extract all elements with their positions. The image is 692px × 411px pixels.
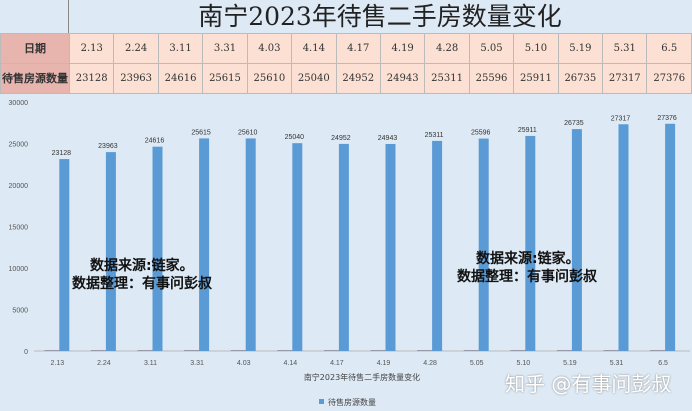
x-tick-label: 5.10 (516, 360, 530, 367)
count-cell: 25596 (468, 63, 515, 94)
bar (152, 146, 163, 351)
source-note-left: 数据来源:链家。 (90, 258, 194, 274)
data-label: 23128 (52, 150, 72, 157)
title-corner (0, 0, 69, 33)
source-note-right: 数据来源:链家。 (476, 251, 580, 267)
bar (432, 140, 443, 351)
title-row: 南宁2023年待售二手房数量变化 (0, 0, 692, 34)
bar (59, 159, 70, 351)
y-tick-label: 25000 (9, 142, 29, 149)
data-label: 23963 (98, 143, 118, 150)
author-note-left: 数据整理：有事问彭叔 (72, 276, 212, 292)
data-label: 27376 (657, 115, 677, 122)
x-tick-label: 4.17 (330, 360, 344, 367)
date-cell: 4.03 (246, 33, 293, 64)
x-tick-label: 5.19 (563, 360, 577, 367)
bar-chart: 0 5000 10000 15000 20000 25000 30000 23128 2.13 2… (9, 100, 690, 407)
y-tick-label: 10000 (9, 266, 29, 273)
y-tick-label: 20000 (9, 183, 29, 190)
count-cell: 27317 (602, 63, 648, 94)
count-cell: 25615 (202, 63, 248, 94)
date-cell: 2.24 (113, 33, 159, 64)
date-cell: 5.05 (468, 33, 515, 64)
bar (105, 152, 116, 351)
x-tick-label: 2.13 (50, 360, 64, 367)
data-table: 日期 2.13 2.24 3.11 3.31 4.03 4.14 4.17 4.19 4.28 5.… (0, 33, 692, 94)
data-label: 25040 (285, 134, 305, 141)
x-tick-label: 3.11 (144, 360, 157, 367)
date-label: 日期 (0, 33, 70, 64)
legend-swatch (319, 399, 324, 404)
date-cell: 4.17 (335, 33, 381, 64)
y-tick-label: 15000 (9, 225, 29, 232)
count-cell: 24616 (157, 63, 204, 94)
x-tick-label: 6.5 (658, 360, 668, 367)
count-row: 待售房源数量 23128 23963 24616 25615 25610 25040 2495… (0, 63, 692, 94)
data-label: 24616 (145, 138, 165, 145)
bar (385, 143, 396, 351)
data-label: 25610 (238, 129, 258, 136)
x-axis-title: 南宁2023年待售二手房数量变化 (304, 372, 420, 382)
count-cell: 26735 (557, 63, 604, 94)
date-cell: 4.19 (379, 33, 426, 64)
watermark: 知乎 @有事问彭叔 (505, 372, 672, 396)
data-label: 27317 (611, 115, 631, 122)
count-cell: 25911 (513, 63, 559, 94)
count-cell: 23963 (113, 63, 159, 94)
author-note-right: 数据整理：有事问彭叔 (457, 269, 597, 285)
date-cell: 3.11 (157, 33, 204, 64)
bar (618, 124, 629, 352)
bar (525, 135, 536, 351)
date-cell: 5.31 (602, 33, 648, 64)
date-cell: 3.31 (202, 33, 248, 64)
data-label: 25311 (425, 132, 444, 139)
count-cell: 27376 (646, 63, 692, 94)
count-cell: 25311 (424, 63, 470, 94)
date-cell: 6.5 (646, 33, 692, 64)
bar (338, 143, 349, 351)
x-tick-label: 5.05 (470, 360, 484, 367)
y-tick-label: 0 (24, 349, 28, 356)
count-cell: 25040 (291, 63, 337, 94)
x-tick-label: 4.19 (377, 360, 391, 367)
date-cell: 4.14 (291, 33, 337, 64)
date-cell: 5.19 (557, 33, 604, 64)
date-cell: 2.13 (68, 33, 115, 64)
bar (665, 123, 676, 351)
x-tick-label: 5.31 (610, 360, 624, 367)
data-label: 26735 (564, 120, 584, 127)
data-label: 24943 (378, 135, 398, 142)
data-label: 24952 (331, 135, 351, 142)
x-tick-label: 3.31 (190, 360, 204, 367)
count-cell: 23128 (68, 63, 115, 94)
bar (245, 138, 256, 351)
count-cell: 24952 (335, 63, 381, 94)
x-tick-label: 2.24 (97, 360, 111, 367)
date-cell: 5.10 (513, 33, 559, 64)
bar (199, 138, 210, 351)
legend-label: 待售房源数量 (328, 397, 376, 407)
data-label: 25615 (191, 129, 211, 136)
count-cell: 25610 (246, 63, 293, 94)
data-label: 25911 (518, 127, 537, 134)
count-cell: 24943 (379, 63, 426, 94)
y-tick-label: 30000 (9, 100, 29, 107)
x-tick-label: 4.14 (283, 360, 297, 367)
y-tick-label: 5000 (12, 308, 28, 315)
count-label: 待售房源数量 (0, 63, 70, 94)
data-label: 25596 (471, 130, 491, 137)
date-cell: 4.28 (424, 33, 470, 64)
bar (571, 129, 582, 351)
x-tick-label: 4.03 (237, 360, 251, 367)
x-tick-label: 4.28 (423, 360, 437, 367)
bar (292, 143, 303, 351)
bar (478, 138, 489, 351)
page-title: 南宁2023年待售二手房数量变化 (198, 2, 562, 31)
date-row: 日期 2.13 2.24 3.11 3.31 4.03 4.14 4.17 4.19 4.28 5.… (0, 33, 692, 64)
